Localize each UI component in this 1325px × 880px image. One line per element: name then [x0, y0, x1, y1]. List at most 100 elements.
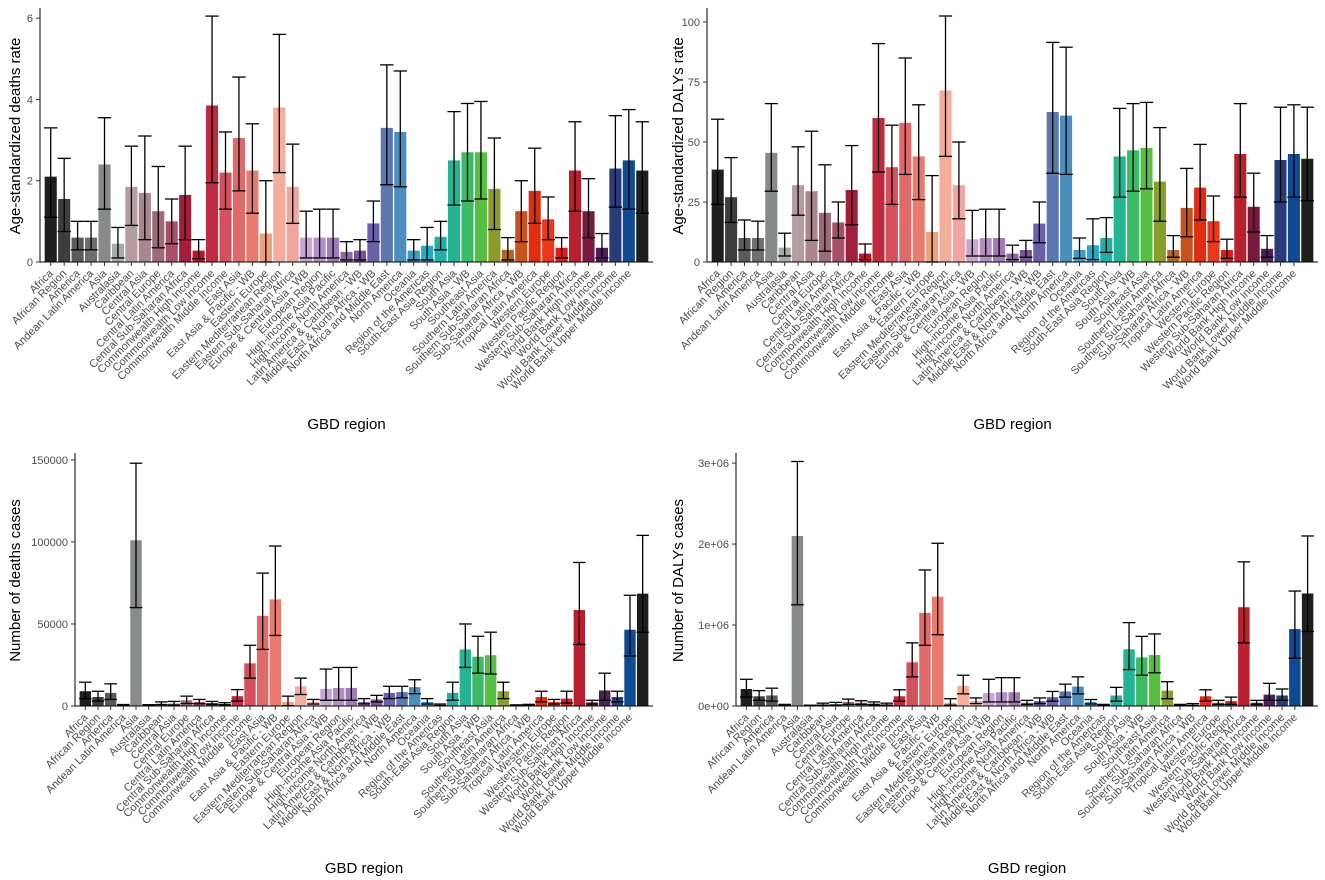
y-tick-label: 50 [688, 137, 700, 149]
error-bar [752, 689, 766, 701]
bar [906, 662, 918, 706]
bar [912, 156, 925, 262]
bar [624, 629, 636, 706]
error-bar [205, 15, 219, 184]
error-bar [70, 220, 85, 251]
error-bar [791, 146, 805, 216]
error-bar [931, 542, 945, 636]
error-bar [1301, 535, 1314, 633]
error-bar [1086, 218, 1100, 261]
error-bar [1135, 635, 1149, 676]
bar [622, 160, 635, 262]
bar [1060, 115, 1073, 262]
bar [952, 185, 965, 262]
bar [711, 169, 724, 262]
error-bar [357, 697, 371, 705]
error-bar [1186, 702, 1200, 707]
y-axis-title: Number of DALYs cases [670, 499, 687, 662]
error-bar [395, 685, 409, 699]
error-bar [191, 238, 206, 260]
error-bar [420, 226, 434, 261]
error-bar [433, 703, 447, 707]
bar [1046, 112, 1059, 262]
bar [44, 176, 57, 262]
error-bar [845, 144, 859, 226]
error-bar [447, 110, 461, 206]
error-bar [180, 695, 193, 705]
bar [725, 197, 738, 262]
error-bar [460, 102, 475, 202]
error-bar [1072, 237, 1087, 260]
error-bar [1032, 201, 1046, 244]
error-bar [366, 200, 381, 243]
error-bar [44, 127, 58, 218]
bar [791, 535, 804, 706]
bar [753, 696, 765, 706]
y-tick-label: 150000 [31, 455, 68, 467]
error-bar [581, 178, 596, 239]
error-bar [547, 698, 561, 705]
error-bar [854, 700, 868, 706]
error-bar [938, 15, 953, 158]
error-bar [245, 123, 260, 214]
error-bar [1099, 216, 1113, 254]
bar [765, 152, 778, 262]
x-axis-title: GBD region [988, 860, 1066, 877]
error-bar [611, 690, 624, 703]
error-bar [842, 698, 855, 706]
error-bar [956, 674, 970, 695]
bar [1123, 649, 1135, 706]
error-bar [1300, 106, 1314, 202]
error-bar [339, 241, 354, 261]
error-bar [1250, 699, 1263, 706]
bar [1274, 160, 1287, 262]
y-tick-label: 100 [682, 17, 700, 29]
error-bar [1019, 239, 1033, 258]
error-bar [243, 644, 257, 679]
y-tick-label: 6 [27, 13, 33, 25]
error-bar [778, 703, 791, 707]
error-bar [1109, 686, 1123, 702]
bar [269, 599, 282, 706]
bar [380, 127, 393, 263]
error-bar [471, 635, 485, 674]
error-bar [178, 145, 192, 241]
bar [931, 596, 944, 706]
bar [832, 222, 845, 262]
error-bar [487, 137, 502, 231]
error-bar [992, 208, 1006, 257]
y-tick-label: 0 [62, 701, 68, 713]
bar [472, 656, 484, 706]
error-bar [1097, 703, 1110, 707]
error-bar [1046, 690, 1059, 702]
error-bar [858, 243, 872, 261]
error-bar [636, 534, 649, 633]
bar [206, 105, 219, 263]
error-bar [522, 703, 535, 707]
error-bar [944, 698, 957, 706]
error-bar [1148, 633, 1161, 674]
x-axis-title: GBD region [325, 860, 403, 877]
error-bar [326, 208, 340, 259]
error-bar [622, 108, 636, 210]
error-bar [459, 623, 472, 669]
error-bar [885, 124, 899, 206]
error-bar [751, 220, 765, 251]
y-tick-label: 0 [27, 257, 33, 269]
bar [1234, 154, 1247, 262]
error-bar [568, 121, 582, 212]
error-bar [1113, 107, 1127, 198]
bar [396, 692, 408, 706]
bar [1127, 150, 1140, 262]
y-tick-label: 1e+06 [698, 620, 729, 632]
error-bar [111, 226, 125, 259]
error-bar [497, 681, 510, 700]
bar [484, 655, 497, 706]
error-bar [1071, 676, 1085, 695]
error-bar [1166, 234, 1180, 258]
bar [383, 692, 396, 706]
error-bar [312, 208, 327, 259]
bar [1301, 158, 1314, 262]
error-bar [893, 689, 906, 702]
error-bar [231, 688, 244, 702]
